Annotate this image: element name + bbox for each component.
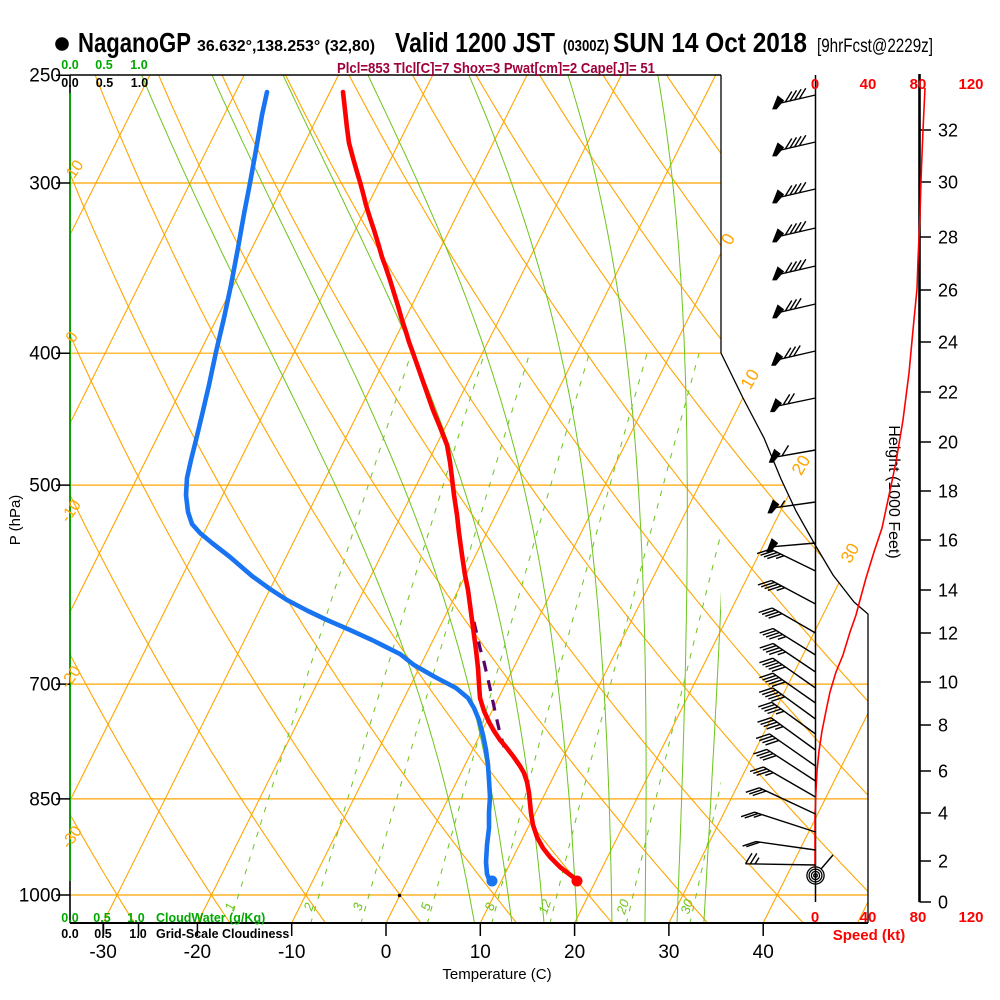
svg-text:-20: -20 [184, 942, 211, 963]
svg-text:Height (1000 Feet): Height (1000 Feet) [885, 425, 902, 558]
svg-text:700: 700 [29, 675, 61, 696]
svg-text:Grid-Scale Cloudiness: Grid-Scale Cloudiness [156, 927, 289, 941]
svg-text:20: 20 [938, 433, 958, 453]
svg-text:250: 250 [29, 66, 61, 87]
svg-text:1.0: 1.0 [127, 911, 144, 925]
svg-text:0.5: 0.5 [93, 911, 110, 925]
svg-text:Temperature (C): Temperature (C) [442, 966, 551, 983]
svg-text:0.0: 0.0 [61, 927, 78, 941]
svg-text:22: 22 [938, 383, 958, 403]
svg-text:850: 850 [29, 789, 61, 810]
svg-text:12: 12 [535, 897, 554, 916]
svg-text:20: 20 [564, 942, 585, 963]
svg-text:0.0: 0.0 [61, 911, 78, 925]
svg-text:26: 26 [938, 281, 958, 301]
svg-text:1.0: 1.0 [130, 58, 147, 72]
svg-text:SUN 14 Oct 2018: SUN 14 Oct 2018 [613, 27, 807, 58]
svg-text:40: 40 [860, 909, 877, 926]
svg-text:300: 300 [29, 174, 61, 195]
svg-text:[9hrFcst@2229z]: [9hrFcst@2229z] [817, 36, 933, 57]
svg-text:24: 24 [938, 333, 958, 353]
svg-text:-10: -10 [278, 942, 305, 963]
svg-text:0.0: 0.0 [61, 76, 78, 90]
svg-text:(0300Z): (0300Z) [563, 38, 609, 55]
svg-text:0: 0 [938, 893, 948, 913]
svg-text:4: 4 [938, 804, 948, 824]
svg-text:400: 400 [29, 344, 61, 365]
svg-text:1: 1 [221, 901, 238, 913]
svg-text:10: 10 [470, 942, 491, 963]
svg-text:0.5: 0.5 [95, 58, 112, 72]
svg-text:36.632°,138.253° (32,80): 36.632°,138.253° (32,80) [197, 38, 375, 55]
svg-text:1000: 1000 [19, 886, 61, 907]
svg-text:0.5: 0.5 [94, 927, 111, 941]
svg-text:30: 30 [658, 942, 679, 963]
svg-text:0: 0 [811, 76, 819, 93]
svg-text:120: 120 [958, 909, 983, 926]
svg-text:2: 2 [938, 852, 948, 872]
svg-text:P (hPa): P (hPa) [7, 495, 24, 546]
svg-text:0.0: 0.0 [61, 58, 78, 72]
svg-text:500: 500 [29, 476, 61, 497]
svg-text:32: 32 [938, 121, 958, 141]
svg-text:1.0: 1.0 [129, 927, 146, 941]
svg-text:-30: -30 [89, 942, 116, 963]
svg-text:80: 80 [910, 76, 927, 93]
svg-text:0: 0 [811, 909, 819, 926]
svg-text:0.5: 0.5 [96, 76, 113, 90]
svg-text:CloudWater (g/Kg): CloudWater (g/Kg) [156, 911, 265, 925]
svg-text:28: 28 [938, 228, 958, 248]
svg-text:8: 8 [938, 716, 948, 736]
svg-text:16: 16 [938, 531, 958, 551]
svg-text:12: 12 [938, 624, 958, 644]
svg-text:30: 30 [677, 897, 696, 916]
svg-text:20: 20 [613, 897, 632, 917]
svg-text:14: 14 [938, 581, 958, 601]
svg-text:Speed (kt): Speed (kt) [833, 927, 906, 944]
svg-text:120: 120 [958, 76, 983, 93]
svg-text:NaganoGP: NaganoGP [78, 27, 191, 58]
svg-text:Plcl=853 Tlcl[C]=7 Shox=3 Pwat: Plcl=853 Tlcl[C]=7 Shox=3 Pwat[cm]=2 Cap… [337, 60, 655, 77]
svg-text:18: 18 [938, 482, 958, 502]
svg-text:1.0: 1.0 [131, 76, 148, 90]
svg-text:30: 30 [938, 173, 958, 193]
svg-text:80: 80 [910, 909, 927, 926]
svg-text:10: 10 [938, 673, 958, 693]
svg-text:40: 40 [860, 76, 877, 93]
svg-text:40: 40 [753, 942, 774, 963]
svg-text:Valid 1200 JST: Valid 1200 JST [395, 27, 555, 58]
svg-text:6: 6 [938, 762, 948, 782]
svg-text:0: 0 [381, 942, 392, 963]
